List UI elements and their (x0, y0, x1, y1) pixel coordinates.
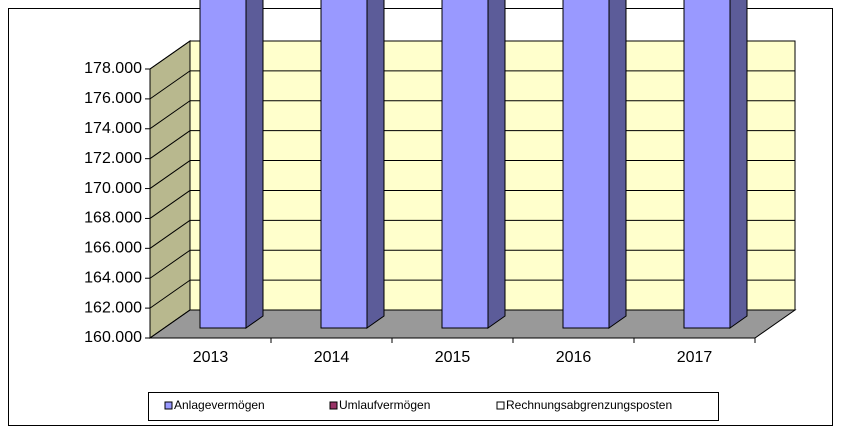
x-tick-label: 2016 (556, 349, 592, 366)
y-tick-label: 178.000 (84, 60, 142, 77)
bar (562, 0, 610, 329)
grid-line (149, 309, 191, 339)
x-tick-label: 2015 (435, 349, 471, 366)
y-tick-label: 166.000 (84, 240, 142, 257)
legend-swatch (329, 401, 338, 410)
legend (148, 392, 719, 421)
legend-label: Umlaufvermögen (339, 398, 430, 412)
bar (320, 0, 368, 329)
grid-line (149, 70, 191, 100)
legend-swatch (496, 401, 505, 410)
y-tick-label: 162.000 (84, 299, 142, 316)
side-wall (149, 40, 191, 339)
bar (683, 0, 731, 329)
y-tick-label: 172.000 (84, 150, 142, 167)
y-tick-label: 174.000 (84, 120, 142, 137)
legend-label: Anlagevermögen (174, 398, 265, 412)
legend-label: Rechnungsabgrenzungsposten (506, 398, 672, 412)
bar (199, 0, 247, 329)
x-tick-label: 2014 (314, 349, 350, 366)
y-tick-label: 160.000 (84, 329, 142, 346)
grid-line (149, 160, 191, 189)
y-tick-label: 170.000 (84, 180, 142, 197)
y-tick-label: 168.000 (84, 210, 142, 227)
bar-side (487, 0, 506, 329)
grid-line (149, 249, 191, 279)
grid-line (149, 130, 191, 160)
grid-line (149, 279, 191, 309)
bar-side (245, 0, 264, 329)
grid-line (149, 190, 191, 219)
grid-line (149, 40, 191, 70)
y-tick-label: 164.000 (84, 269, 142, 286)
grid-line (149, 100, 191, 130)
bar-side (729, 0, 748, 329)
x-tick-label: 2013 (193, 349, 229, 366)
x-tick-label: 2017 (677, 349, 713, 366)
grid-line (149, 219, 191, 249)
y-tick-label: 176.000 (84, 90, 142, 107)
bar-side (366, 0, 385, 329)
bar (441, 0, 489, 329)
bar-side (608, 0, 627, 329)
legend-swatch (164, 401, 173, 410)
